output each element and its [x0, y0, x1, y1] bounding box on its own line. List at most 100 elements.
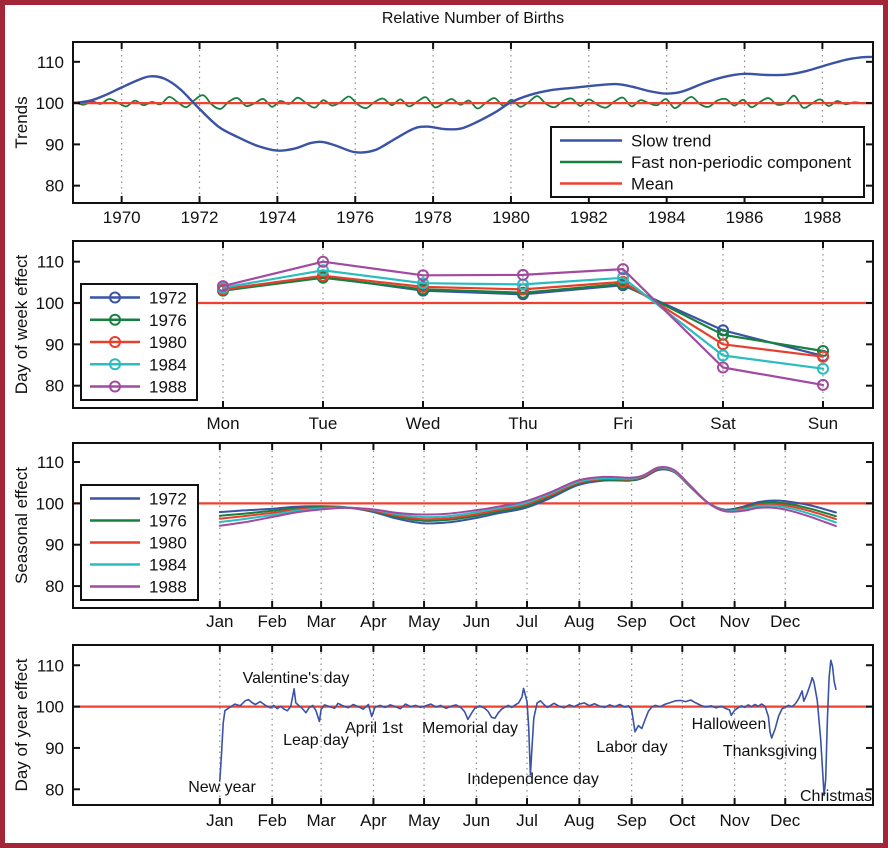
- y-tick-label: 80: [45, 577, 64, 596]
- axis-frame: [72, 442, 874, 609]
- legend-label-1988: 1988: [149, 378, 187, 397]
- legend-label-1980: 1980: [149, 333, 187, 352]
- legend-label-1976: 1976: [149, 311, 187, 330]
- legend-label-1980: 1980: [149, 534, 187, 553]
- series-1988-marker: [517, 268, 529, 281]
- y-tick-label: 80: [45, 780, 64, 799]
- legend-label-1984: 1984: [149, 556, 187, 575]
- y-tick-label: 90: [45, 739, 64, 758]
- series-1988-marker: [817, 378, 829, 391]
- legend-marker-1988: [109, 380, 121, 393]
- annotation-valentine-s-day: Valentine's day: [243, 670, 350, 687]
- legend-label-mean: Mean: [631, 175, 674, 194]
- series-1984-marker: [417, 277, 429, 290]
- x-tick-label: Wed: [406, 414, 441, 433]
- x-tick-label: 1980: [492, 208, 530, 227]
- y-tick-label: 80: [45, 377, 64, 396]
- x-tick-label: Thu: [508, 414, 537, 433]
- x-tick-label: Jun: [463, 612, 490, 631]
- legend-label-1976: 1976: [149, 512, 187, 531]
- x-tick-label: 1978: [414, 208, 452, 227]
- legend-marker-1980: [109, 336, 121, 348]
- x-tick-label: 1988: [803, 208, 841, 227]
- series-fast-non-periodic-component: [74, 94, 864, 110]
- y-axis-label: Seasonal effect: [12, 467, 31, 584]
- x-tick-label: Mon: [206, 414, 239, 433]
- panel-trends: 1970 1972 1974 1976 1978 1980 1982 1984 1986 1988…: [12, 41, 874, 227]
- x-tick-label: Sep: [616, 612, 646, 631]
- x-tick-label: Dec: [770, 612, 801, 631]
- legend-label-fast-non-periodic-component: Fast non-periodic component: [631, 153, 851, 172]
- annotation-leap-day: Leap day: [283, 732, 349, 749]
- axis-frame: [72, 644, 874, 806]
- series-1988-marker: [417, 269, 429, 282]
- x-tick-label: 1970: [103, 208, 141, 227]
- annotation-april-1st: April 1st: [345, 720, 403, 737]
- series-1984-marker: [617, 271, 629, 284]
- x-tick-label: Dec: [770, 811, 801, 830]
- x-tick-label: Aug: [564, 612, 594, 631]
- series-1980-marker: [417, 280, 429, 293]
- x-tick-label: Jan: [206, 612, 233, 631]
- y-tick-label: 100: [36, 698, 64, 717]
- x-tick-label: May: [408, 811, 441, 830]
- x-tick-label: Sat: [710, 414, 736, 433]
- annotation-memorial-day: Memorial day: [422, 720, 518, 737]
- x-tick-label: Jan: [206, 811, 233, 830]
- series-1984: [221, 269, 825, 370]
- series-1984-marker: [317, 264, 329, 277]
- x-tick-label: 1984: [648, 208, 686, 227]
- x-tick-label: Nov: [719, 612, 750, 631]
- x-tick-label: Oct: [669, 811, 696, 830]
- annotation-thanksgiving: Thanksgiving: [723, 743, 817, 760]
- series-1988-marker: [717, 361, 729, 374]
- series-1984-marker: [717, 349, 729, 362]
- chart-title: Relative Number of Births: [382, 10, 564, 27]
- series-1988-marker: [317, 255, 329, 268]
- legend-label-1972: 1972: [149, 289, 187, 308]
- series-1988: [221, 260, 825, 386]
- x-tick-label: Mar: [306, 811, 336, 830]
- y-tick-label: 90: [45, 335, 64, 354]
- figure-canvas: Relative Number of Births 1970 1972 1974 19…: [12, 10, 874, 830]
- annotation-labor-day: Labor day: [596, 739, 667, 756]
- legend-label-slow-trend: Slow trend: [631, 132, 711, 151]
- y-tick-label: 90: [45, 536, 64, 555]
- y-axis-label: Day of year effect: [12, 658, 31, 791]
- x-tick-label: Feb: [258, 811, 287, 830]
- x-tick-label: Apr: [360, 612, 387, 631]
- x-tick-label: Jul: [516, 612, 538, 631]
- y-tick-label: 110: [37, 53, 64, 72]
- series-1980-marker: [817, 350, 829, 363]
- y-axis-label: Day of week effect: [12, 254, 31, 394]
- x-tick-label: Oct: [669, 612, 696, 631]
- x-tick-label: Jun: [463, 811, 490, 830]
- series-1988: [218, 465, 837, 528]
- y-tick-label: 100: [36, 294, 64, 313]
- x-tick-label: Sun: [808, 414, 838, 433]
- series-1988-marker: [217, 280, 229, 293]
- x-tick-label: Feb: [258, 612, 287, 631]
- annotation-christmas: Christmas: [800, 788, 872, 805]
- x-tick-label: 1982: [570, 208, 608, 227]
- plot-area: [73, 241, 873, 408]
- y-tick-label: 80: [45, 177, 64, 196]
- y-tick-label: 110: [37, 253, 64, 272]
- plot-area: [73, 645, 873, 805]
- y-tick-label: 100: [36, 94, 64, 113]
- series-slow-trend: [71, 55, 873, 154]
- y-tick-label: 100: [36, 494, 64, 513]
- legend-label-1972: 1972: [149, 490, 187, 509]
- panel-day-of-year: Jan Feb Mar Apr May Jun Jul Aug Sep Oct Nov Dec 80 90…: [12, 644, 874, 830]
- legend-marker-1984: [109, 358, 121, 371]
- y-axis-label: Trends: [12, 96, 31, 148]
- x-tick-label: 1976: [336, 208, 374, 227]
- y-tick-label: 110: [37, 656, 64, 675]
- annotation-independence-day: Independence day: [467, 771, 599, 788]
- x-tick-label: Fri: [613, 414, 633, 433]
- x-tick-label: Aug: [564, 811, 594, 830]
- y-tick-label: 110: [37, 453, 64, 472]
- axis-frame: [72, 240, 874, 409]
- series-1980-marker: [717, 338, 729, 351]
